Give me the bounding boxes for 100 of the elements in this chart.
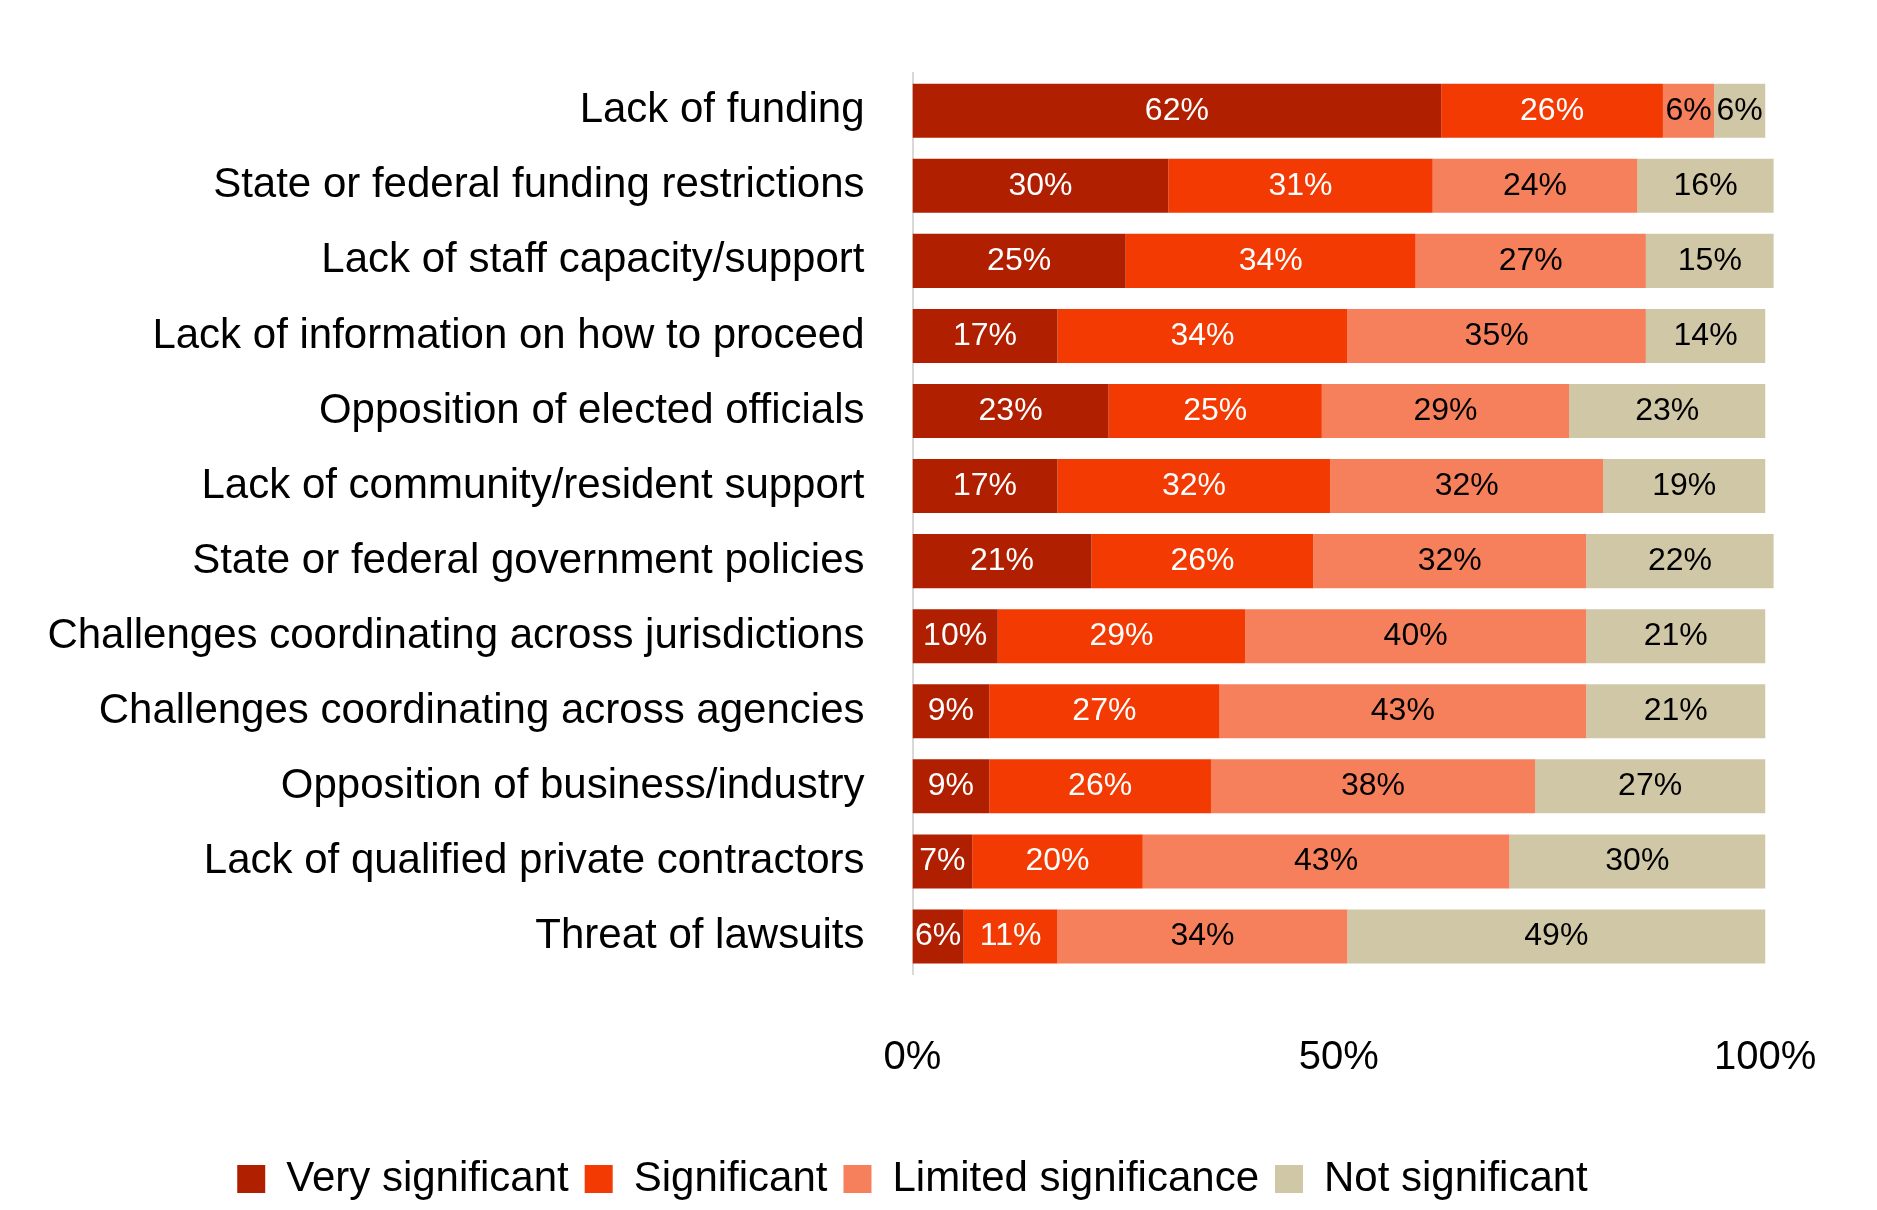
bar — [912, 233, 1126, 288]
data-label: 43% — [1370, 691, 1435, 728]
y-tick-label: Lack of community/resident support — [201, 459, 865, 507]
y-tick-label: Lack of staff capacity/support — [321, 234, 865, 282]
data-label: 30% — [1008, 165, 1073, 202]
data-label: 20% — [1025, 841, 1090, 878]
data-label: 43% — [1294, 841, 1359, 878]
y-tick-label: Lack of funding — [579, 84, 865, 132]
bar — [1509, 834, 1766, 889]
data-label: 21% — [970, 540, 1035, 577]
bar — [1347, 909, 1766, 964]
legend-label: Not significant — [1323, 1152, 1589, 1200]
data-label: 15% — [1677, 240, 1742, 277]
data-label: 38% — [1340, 766, 1406, 803]
data-label: 14% — [1673, 315, 1738, 352]
bar — [1219, 684, 1587, 739]
data-label: 6% — [1665, 90, 1712, 127]
data-label: 19% — [1652, 465, 1717, 502]
data-label: 62% — [1144, 90, 1209, 127]
data-label: 31% — [1268, 165, 1333, 202]
data-label: 27% — [1618, 766, 1683, 803]
data-label: 49% — [1524, 916, 1589, 953]
bar — [1586, 609, 1766, 664]
y-tick-label: Opposition of elected officials — [318, 384, 865, 432]
legend-label: Limited significance — [892, 1152, 1259, 1200]
y-tick-label: Challenges coordinating across agencies — [98, 684, 865, 732]
data-label: 25% — [1183, 390, 1248, 427]
data-label: 35% — [1464, 315, 1529, 352]
bar — [912, 83, 1442, 138]
data-label: 11% — [979, 916, 1042, 953]
data-label: 22% — [1647, 540, 1712, 577]
data-label: 29% — [1089, 616, 1154, 653]
data-label: 32% — [1417, 540, 1482, 577]
data-label: 26% — [1068, 766, 1133, 803]
data-label: 40% — [1383, 616, 1448, 653]
bar — [989, 684, 1220, 739]
data-label: 17% — [952, 315, 1018, 352]
data-label: 21% — [1643, 616, 1708, 653]
bar — [989, 759, 1211, 814]
bar — [1415, 233, 1646, 288]
bar — [1441, 83, 1663, 138]
bar — [972, 834, 1143, 889]
y-tick-label: State or federal government policies — [192, 534, 865, 582]
bar — [1091, 534, 1314, 589]
bar — [1245, 609, 1587, 664]
bar — [1313, 534, 1587, 589]
data-label: 27% — [1072, 691, 1137, 728]
bar — [912, 383, 1109, 439]
x-tick-label: 50% — [1298, 1033, 1379, 1078]
bar — [1125, 233, 1416, 288]
y-tick-label: Lack of qualified private contractors — [203, 834, 865, 882]
data-label: 34% — [1170, 315, 1235, 352]
bar — [1569, 383, 1766, 439]
bar — [1645, 308, 1766, 363]
data-label: 27% — [1498, 240, 1563, 277]
bar — [1637, 158, 1774, 213]
data-label: 16% — [1673, 165, 1738, 202]
bar — [1347, 308, 1646, 363]
data-label: 29% — [1413, 390, 1478, 427]
bar — [1057, 459, 1331, 514]
bar — [912, 308, 1058, 363]
bar — [1603, 459, 1766, 514]
data-label: 9% — [927, 766, 974, 803]
bar — [1330, 459, 1604, 514]
bar — [1535, 759, 1766, 814]
data-label: 9% — [927, 691, 974, 728]
data-label: 21% — [1643, 691, 1708, 728]
y-tick-label: Opposition of business/industry — [280, 759, 865, 807]
data-label: 26% — [1170, 540, 1235, 577]
data-label: 10% — [923, 616, 988, 653]
data-label: 34% — [1170, 916, 1235, 953]
data-label: 23% — [1635, 390, 1700, 427]
bar — [912, 534, 1092, 589]
data-label: 24% — [1502, 165, 1568, 202]
bar — [997, 609, 1246, 664]
bar — [1057, 909, 1348, 964]
data-label: 17% — [952, 465, 1018, 502]
data-label: 6% — [914, 916, 962, 953]
data-label: 23% — [978, 390, 1043, 427]
bar — [1432, 158, 1638, 213]
y-tick-label: Lack of information on how to proceed — [152, 309, 865, 357]
legend-label: Significant — [633, 1152, 828, 1200]
data-label: 26% — [1520, 90, 1585, 127]
bar — [1321, 383, 1570, 439]
bar — [1210, 759, 1536, 814]
x-tick-label: 100% — [1714, 1033, 1817, 1078]
bar — [1057, 308, 1348, 363]
data-label: 7% — [919, 841, 966, 878]
data-label: 34% — [1238, 240, 1303, 277]
legend-label: Very significant — [286, 1152, 570, 1200]
y-tick-label: State or federal funding restrictions — [213, 159, 865, 207]
data-label: 30% — [1605, 841, 1670, 878]
bar — [1645, 233, 1774, 288]
data-label: 32% — [1434, 465, 1499, 502]
bar — [912, 158, 1169, 213]
data-label: 25% — [987, 240, 1052, 277]
bar — [1142, 834, 1510, 889]
x-tick-label: 0% — [883, 1033, 942, 1078]
data-label: 32% — [1161, 465, 1226, 502]
bar — [912, 459, 1058, 514]
